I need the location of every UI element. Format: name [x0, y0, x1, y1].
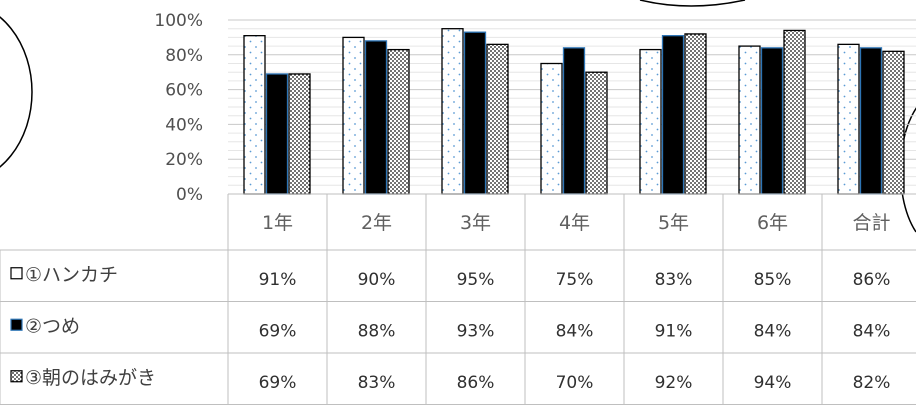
- data-table: 1年 2年 3年 4年 5年 6年 合計 ①ハンカチ 91% 90% 95% 75% 83% 85% 86%…: [0, 193, 916, 405]
- table-cell-value: 86%: [853, 270, 891, 290]
- y-tick-label: 60%: [165, 81, 203, 101]
- table-cell-value: 83%: [358, 373, 396, 393]
- category-label: 4年: [559, 212, 590, 234]
- category-label: 3年: [460, 212, 491, 234]
- table-cell-value: 82%: [853, 373, 891, 393]
- y-tick-label: 40%: [165, 115, 203, 135]
- table-cell-value: 88%: [358, 321, 396, 341]
- bar-series-3: [882, 50, 905, 195]
- y-tick-label: 20%: [165, 150, 203, 170]
- table-cell-value: 94%: [754, 373, 792, 393]
- bar-series-1: [441, 28, 464, 195]
- category-label: 2年: [361, 212, 392, 234]
- bar-series-2: [859, 47, 883, 195]
- table-cell-value: 70%: [556, 373, 594, 393]
- category-label: 合計: [852, 212, 890, 234]
- bar-series-3: [783, 29, 806, 195]
- table-cell-value: 91%: [259, 270, 297, 290]
- table-cell-value: 86%: [457, 373, 495, 393]
- bar-series-1: [342, 36, 365, 195]
- table-cell-value: 85%: [754, 270, 792, 290]
- y-tick-label: 0%: [176, 185, 203, 205]
- category-label: 5年: [658, 212, 689, 234]
- bar-series-1: [639, 48, 662, 195]
- bar-series-2: [661, 35, 685, 195]
- bar-series-2: [760, 47, 784, 195]
- bar-series-1: [738, 45, 761, 195]
- category-label: 1年: [262, 212, 293, 234]
- table-cell-value: 95%: [457, 270, 495, 290]
- bar-series-3: [387, 48, 410, 195]
- bar-series-2: [562, 47, 586, 195]
- bar-series-3: [585, 71, 608, 195]
- table-cell-value: 93%: [457, 321, 495, 341]
- series-name: ①ハンカチ: [25, 264, 118, 286]
- series-name: ③朝のはみがき: [25, 367, 156, 389]
- table-cell-value: 69%: [259, 373, 297, 393]
- table-cell-value: 91%: [655, 321, 693, 341]
- bar-series-3: [684, 33, 707, 195]
- bar-series-3: [486, 43, 509, 195]
- top-decor-arc: [639, 0, 746, 7]
- table-cell-value: 84%: [853, 321, 891, 341]
- bars: [243, 28, 905, 195]
- category-label: 6年: [757, 212, 788, 234]
- legend-key-series-3: [10, 370, 23, 383]
- table-cell-value: 75%: [556, 270, 594, 290]
- bar-series-2: [265, 73, 289, 195]
- bar-series-1: [540, 62, 563, 195]
- y-axis: 0% 20% 40% 60% 80% 100%: [154, 11, 203, 205]
- table-cell-value: 84%: [556, 321, 594, 341]
- bar-series-3: [288, 73, 311, 195]
- bar-series-2: [463, 31, 487, 195]
- table-cell-value: 83%: [655, 270, 693, 290]
- y-tick-label: 80%: [165, 46, 203, 66]
- table-cell-value: 90%: [358, 270, 396, 290]
- series-name: ②つめ: [25, 315, 80, 337]
- table-cell-value: 92%: [655, 373, 693, 393]
- left-decor-arc: [0, 16, 33, 168]
- legend-key-series-1: [10, 267, 23, 280]
- bar-series-1: [243, 35, 266, 195]
- legend-key-series-2: [10, 318, 23, 331]
- table-cell-value: 84%: [754, 321, 792, 341]
- bar-series-2: [364, 40, 388, 195]
- bar-series-1: [837, 43, 860, 195]
- table-cell-value: 69%: [259, 321, 297, 341]
- y-tick-label: 100%: [154, 11, 203, 31]
